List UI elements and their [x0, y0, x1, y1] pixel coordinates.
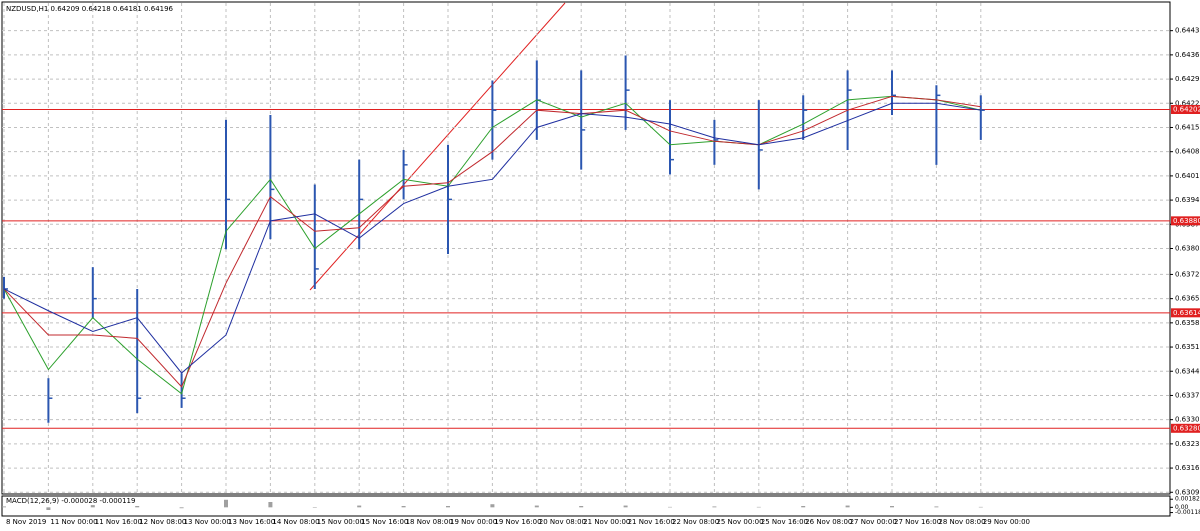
x-tick-label: 11 Nov 00:00: [50, 518, 97, 526]
x-tick-label: 21 Nov 16:00: [628, 518, 675, 526]
x-tick-label: 8 Nov 2019: [6, 518, 46, 526]
x-tick-label: 19 Nov 00:00: [450, 518, 497, 526]
macd-bar: [890, 506, 894, 508]
x-tick-label: 19 Nov 16:00: [494, 518, 541, 526]
x-tick-label: 11 Nov 16:00: [95, 518, 142, 526]
y-tick-label: 0.63095: [1175, 488, 1200, 496]
macd-bar: [135, 506, 140, 508]
chart-title: NZDUSD,H1 0.64209 0.64218 0.64181 0.6419…: [6, 5, 174, 13]
macd-bar: [623, 505, 628, 508]
macd-bar: [845, 505, 850, 508]
macd-bar: [978, 506, 983, 508]
level-label: 0.64202: [1173, 105, 1200, 113]
macd-bar: [46, 507, 51, 510]
macd-bar: [756, 506, 761, 508]
macd-bar: [712, 506, 717, 508]
x-tick-label: 29 Nov 00:00: [983, 518, 1030, 526]
x-tick-label: 14 Nov 08:00: [272, 518, 319, 526]
level-label: 0.63880: [1173, 217, 1200, 225]
macd-title: MACD(12,26,9) -0.000028 -0.000119: [6, 497, 135, 505]
x-tick-label: 28 Nov 08:00: [938, 518, 985, 526]
macd-bar: [446, 506, 450, 508]
macd-y-tick-label: 0.001825: [1175, 496, 1200, 503]
macd-bar: [534, 505, 539, 508]
x-tick-label: 15 Nov 16:00: [361, 518, 408, 526]
moving-average: [3, 95, 981, 388]
macd-y-tick-label: 0.00: [1175, 504, 1189, 511]
x-tick-label: 12 Nov 08:00: [139, 518, 186, 526]
x-tick-label: 18 Nov 08:00: [406, 518, 453, 526]
x-tick-label: 13 Nov 00:00: [184, 518, 231, 526]
x-tick-label: 20 Nov 08:00: [539, 518, 586, 526]
x-tick-label: 13 Nov 16:00: [228, 518, 275, 526]
macd-bar: [801, 506, 806, 508]
x-tick-label: 25 Nov 16:00: [761, 518, 808, 526]
moving-average: [3, 102, 981, 374]
level-label: 0.63614: [1173, 309, 1200, 317]
macd-bar: [357, 505, 362, 508]
level-label-box: [1171, 104, 1200, 114]
level-label: 0.63280: [1173, 424, 1200, 432]
x-tick-label: 27 Nov 16:00: [894, 518, 941, 526]
y-tick-label: 0.63725: [1175, 270, 1200, 278]
macd-y-tick-label: -0.00118: [1175, 509, 1200, 516]
x-tick-label: 27 Nov 00:00: [850, 518, 897, 526]
x-tick-label: 26 Nov 08:00: [805, 518, 852, 526]
macd-bar: [312, 507, 317, 508]
macd-bar: [268, 502, 273, 508]
y-tick-label: 0.63445: [1175, 367, 1200, 375]
level-label-box: [1171, 423, 1200, 433]
y-tick-label: 0.63375: [1175, 391, 1200, 399]
y-tick-label: 0.63165: [1175, 464, 1200, 472]
macd-panel: [1, 495, 1171, 517]
macd-bar: [668, 506, 672, 508]
level-label-box: [1171, 216, 1200, 226]
x-tick-label: 25 Nov 00:00: [716, 518, 763, 526]
trend-line: [309, 2, 566, 291]
y-tick-label: 0.63585: [1175, 319, 1200, 327]
macd-bar: [401, 506, 406, 508]
macd-bar: [2, 506, 6, 508]
y-tick-label: 0.63515: [1175, 343, 1200, 351]
x-tick-label: 21 Nov 00:00: [583, 518, 630, 526]
macd-bar: [179, 507, 184, 509]
y-tick-label: 0.63235: [1175, 440, 1200, 448]
macd-bar: [224, 499, 228, 508]
x-tick-label: 22 Nov 08:00: [672, 518, 719, 526]
macd-bar: [579, 506, 584, 508]
moving-average: [3, 95, 981, 395]
y-tick-label: 0.63305: [1175, 416, 1200, 424]
level-label-box: [1171, 308, 1200, 318]
macd-bar: [490, 504, 495, 508]
x-tick-label: 15 Nov 00:00: [317, 518, 364, 526]
y-tick-label: 0.63655: [1175, 295, 1200, 303]
macd-bar: [90, 505, 95, 508]
macd-bar: [934, 506, 939, 508]
